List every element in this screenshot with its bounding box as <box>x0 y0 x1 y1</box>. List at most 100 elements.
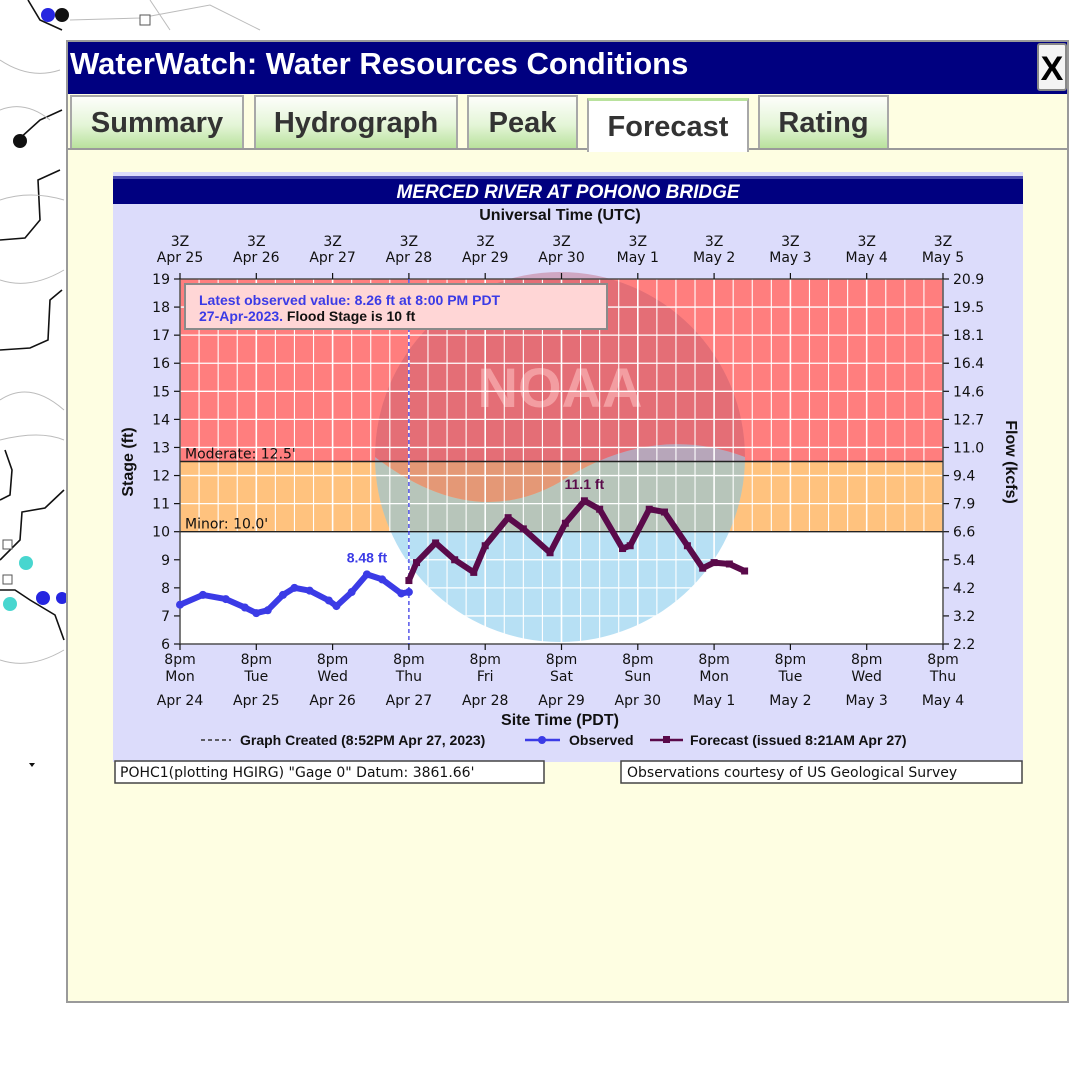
x-tick-weekday: Wed <box>851 669 882 685</box>
observed-point <box>263 606 272 615</box>
y-tick-label: 13 <box>152 440 170 456</box>
y2-tick-label: 18.1 <box>953 328 984 344</box>
tab-forecast[interactable]: Forecast <box>587 98 749 152</box>
map-marker[interactable] <box>36 591 50 605</box>
legend-observed-marker <box>538 736 546 744</box>
y2-tick-label: 9.4 <box>953 469 975 485</box>
y-tick-label: 16 <box>152 356 170 372</box>
y2-tick-label: 20.9 <box>953 272 984 288</box>
x-tick-date: May 3 <box>846 693 888 709</box>
footer-datum: POHC1(plotting HGIRG) "Gage 0" Datum: 38… <box>120 765 474 781</box>
x-tick-time: 8pm <box>469 652 500 668</box>
x-tick-weekday: Sat <box>550 669 573 685</box>
y2-tick-label: 2.2 <box>953 637 975 653</box>
top-tick-date: Apr 29 <box>462 250 508 266</box>
tab-rating[interactable]: Rating <box>758 95 889 148</box>
legend: Graph Created (8:52PM Apr 27, 2023) Obse… <box>201 732 907 748</box>
observed-point <box>347 588 356 597</box>
observed-point <box>332 602 341 611</box>
forecast-point <box>710 559 718 567</box>
forecast-point <box>580 497 588 505</box>
axes: 6 2.2 7 3.2 8 4.2 9 5.4 10 6.6 11 7.9 12 9.4 13 11.0 14 1… <box>152 234 984 709</box>
map-marker[interactable] <box>19 556 33 570</box>
legend-forecast: Forecast (issued 8:21AM Apr 27) <box>690 732 907 748</box>
forecast-point <box>519 525 527 533</box>
y-tick-label: 8 <box>161 581 170 597</box>
top-tick-date: May 1 <box>617 250 659 266</box>
series: 8.48 ft 11.1 ft <box>176 279 749 644</box>
x-tick-time: 8pm <box>851 652 882 668</box>
x-tick-time: 8pm <box>775 652 806 668</box>
y-tick-label: 10 <box>152 525 170 541</box>
x-tick-date: Apr 30 <box>615 693 661 709</box>
top-tick-time: 3Z <box>934 234 953 250</box>
x-tick-date: May 1 <box>693 693 735 709</box>
x-tick-weekday: Fri <box>477 669 494 685</box>
forecast-point <box>470 568 478 576</box>
top-tick-time: 3Z <box>476 234 495 250</box>
observed-peak-label: 8.48 ft <box>347 549 388 565</box>
y-tick-label: 12 <box>152 469 170 485</box>
tab-bar: Summary Hydrograph Peak Forecast Rating <box>68 94 1067 152</box>
forecast-point <box>413 559 421 567</box>
top-tick-date: May 3 <box>769 250 811 266</box>
window-title: WaterWatch: Water Resources Conditions <box>70 46 689 81</box>
x-tick-time: 8pm <box>164 652 195 668</box>
top-tick-date: May 2 <box>693 250 735 266</box>
map-marker[interactable] <box>3 597 17 611</box>
y-tick-label: 11 <box>152 497 170 513</box>
observed-point <box>176 600 184 609</box>
x-tick-date: May 2 <box>769 693 811 709</box>
observed-line <box>177 571 412 617</box>
forecast-point <box>546 549 554 557</box>
forecast-point <box>451 556 459 564</box>
legend-forecast-marker <box>663 736 670 743</box>
top-tick-time: 3Z <box>171 234 190 250</box>
observed-point <box>279 590 288 599</box>
top-tick-date: Apr 28 <box>386 250 432 266</box>
y2-tick-label: 7.9 <box>953 497 975 513</box>
x-tick-date: Apr 29 <box>538 693 584 709</box>
observed-point <box>240 603 249 612</box>
chart-title-bar <box>113 176 1023 204</box>
map-marker[interactable] <box>13 134 27 148</box>
map-marker[interactable] <box>56 592 68 604</box>
x-tick-date: Apr 26 <box>309 693 356 709</box>
top-tick-date: Apr 25 <box>157 250 203 266</box>
forecast-point <box>619 545 627 553</box>
top-tick-date: May 5 <box>922 250 964 266</box>
x-tick-weekday: Tue <box>243 669 268 685</box>
forecast-point <box>699 564 707 572</box>
x-tick-date: May 4 <box>922 693 964 709</box>
y-axis-label: Stage (ft) <box>120 427 137 496</box>
y2-tick-label: 14.6 <box>953 384 984 400</box>
forecast-point <box>661 508 669 516</box>
y-tick-label: 15 <box>152 384 170 400</box>
forecast-point <box>626 542 634 550</box>
y2-tick-label: 19.5 <box>953 300 984 316</box>
observed-point <box>378 575 387 584</box>
x-tick-date: Apr 25 <box>233 693 279 709</box>
x-tick-time: 8pm <box>393 652 424 668</box>
tab-peak[interactable]: Peak <box>467 95 578 148</box>
y2-tick-label: 6.6 <box>953 525 975 541</box>
tab-summary[interactable]: Summary <box>70 95 244 148</box>
forecast-point <box>481 542 489 550</box>
top-tick-date: Apr 27 <box>309 250 355 266</box>
footer-credit: Observations courtesy of US Geological S… <box>627 765 957 781</box>
x-tick-weekday: Mon <box>165 669 195 685</box>
top-tick-time: 3Z <box>705 234 724 250</box>
observed-point <box>324 596 333 605</box>
map-marker[interactable] <box>41 8 55 22</box>
map-marker[interactable] <box>55 8 69 22</box>
y-tick-label: 17 <box>152 328 170 344</box>
forecast-peak-label: 11.1 ft <box>565 476 605 492</box>
title-bar: WaterWatch: Water Resources Conditions X <box>68 42 1067 94</box>
y2-axis-label: Flow (kcfs) <box>1002 420 1019 504</box>
minor-threshold-label: Minor: 10.0' <box>185 517 268 533</box>
close-button[interactable]: X <box>1037 43 1067 91</box>
tab-hydrograph[interactable]: Hydrograph <box>254 95 458 148</box>
top-tick-time: 3Z <box>323 234 342 250</box>
latest-value-date: 27-Apr-2023. <box>199 308 283 324</box>
